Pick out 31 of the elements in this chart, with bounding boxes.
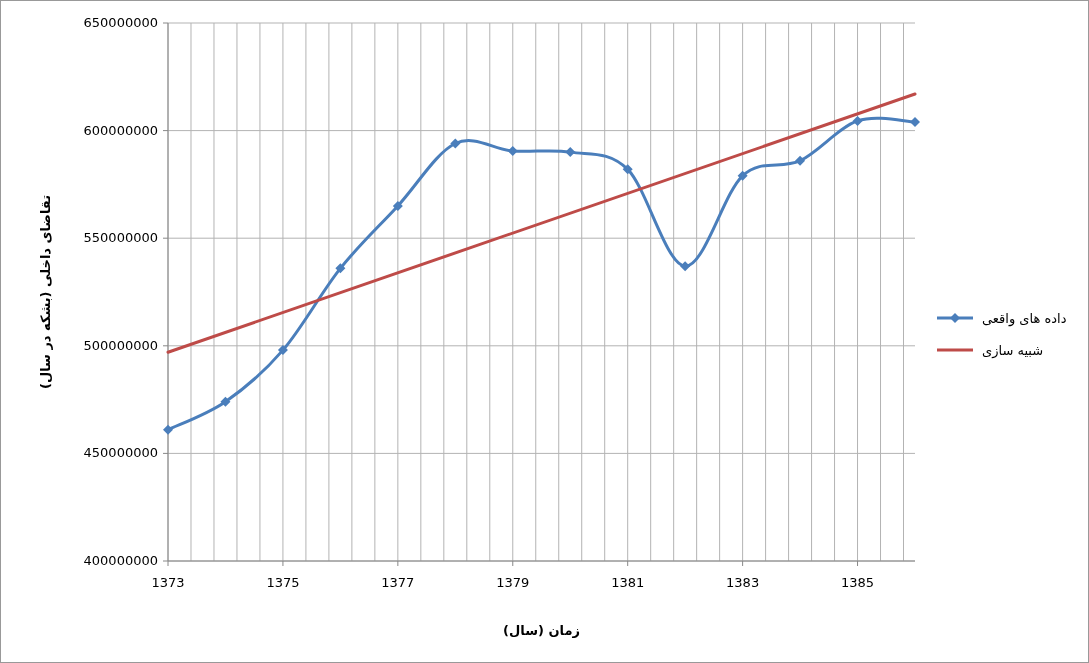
point: [795, 155, 806, 166]
y-axis-title: تقاضای داخلی (بشکه در سال): [38, 194, 53, 390]
legend-label: شبیه سازی: [982, 343, 1044, 359]
point: [622, 164, 633, 175]
point: [163, 424, 173, 435]
point: [507, 146, 518, 157]
y-tick-label: 450000000: [83, 445, 158, 461]
y-tick-label: 600000000: [83, 122, 158, 138]
point: [335, 263, 346, 274]
x-tick-label: 1379: [496, 575, 530, 590]
x-tick-label: 1381: [611, 575, 645, 590]
x-tick-label: 1373: [151, 575, 185, 590]
point: [852, 115, 863, 126]
y-tick-label: 550000000: [83, 230, 158, 246]
y-tick-label: 500000000: [83, 337, 158, 353]
point: [392, 200, 403, 211]
y-tick-label: 400000000: [83, 553, 158, 568]
point: [680, 261, 691, 272]
point: [277, 345, 288, 356]
point: [565, 147, 576, 158]
point: [737, 170, 748, 181]
point: [450, 138, 461, 149]
x-axis-title: زمان (سال): [503, 623, 580, 638]
x-tick-label: 1377: [381, 575, 415, 590]
point: [220, 396, 231, 407]
x-tick-label: 1375: [266, 575, 300, 590]
y-tick-label: 650000000: [83, 15, 158, 30]
x-tick-label: 1383: [726, 575, 760, 590]
legend-label: داده های واقعی: [982, 311, 1067, 327]
point: [910, 116, 920, 127]
x-tick-label: 1385: [840, 575, 875, 590]
